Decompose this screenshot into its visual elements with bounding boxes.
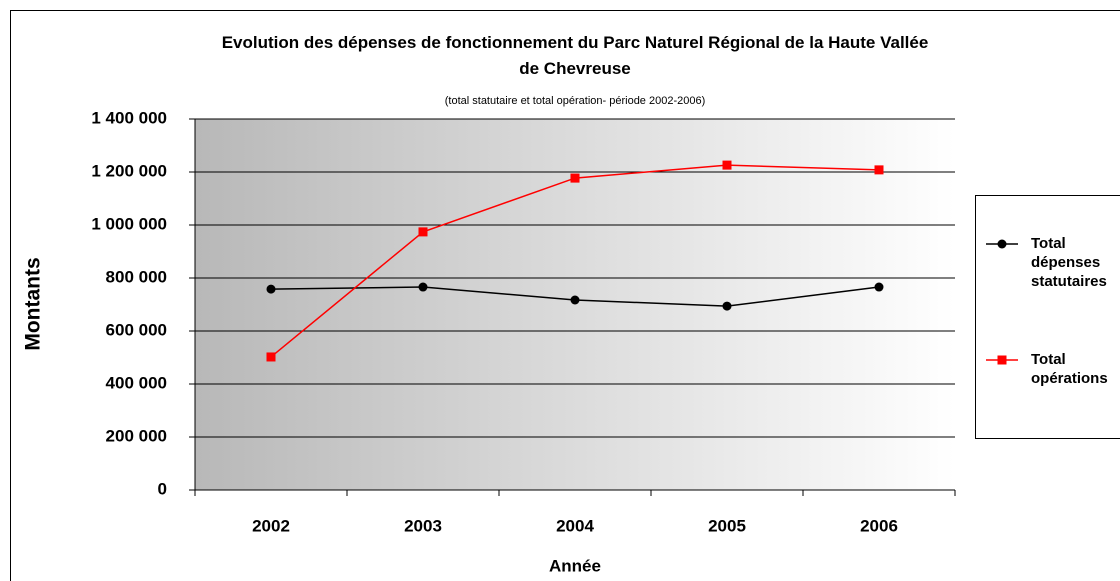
- y-tick-label: 200 000: [106, 426, 167, 445]
- x-axis-label: Année: [549, 556, 601, 575]
- legend-label: Total dépenses statutaires: [1031, 235, 1107, 290]
- y-tick-label: 400 000: [106, 373, 167, 392]
- x-tick-label: 2003: [404, 516, 442, 535]
- marker: [418, 282, 428, 292]
- x-tick-label: 2005: [708, 516, 746, 535]
- y-axis-label: Montants: [22, 257, 45, 350]
- x-tick-label: 2002: [252, 516, 290, 535]
- marker: [722, 160, 732, 170]
- marker: [874, 165, 884, 175]
- y-tick-label: 1 200 000: [91, 161, 167, 180]
- y-tick-label: 800 000: [106, 267, 167, 286]
- y-tick-label: 0: [158, 479, 167, 498]
- marker: [570, 173, 580, 183]
- chart-subtitle: (total statutaire et total opération- pé…: [445, 95, 706, 107]
- marker: [266, 284, 276, 294]
- marker: [570, 295, 580, 305]
- chart-title: Evolution des dépenses de fonctionnement…: [222, 33, 929, 78]
- legend-label: Total opérations: [1031, 351, 1108, 387]
- y-tick-label: 600 000: [106, 320, 167, 339]
- marker: [722, 301, 732, 311]
- marker: [997, 239, 1007, 249]
- marker: [874, 282, 884, 292]
- marker: [997, 355, 1007, 365]
- legend-box: [975, 195, 1120, 439]
- x-tick-label: 2006: [860, 516, 898, 535]
- marker: [418, 227, 428, 237]
- y-tick-label: 1 000 000: [91, 214, 167, 233]
- x-tick-label: 2004: [556, 516, 594, 535]
- marker: [266, 352, 276, 362]
- y-tick-label: 1 400 000: [91, 108, 167, 127]
